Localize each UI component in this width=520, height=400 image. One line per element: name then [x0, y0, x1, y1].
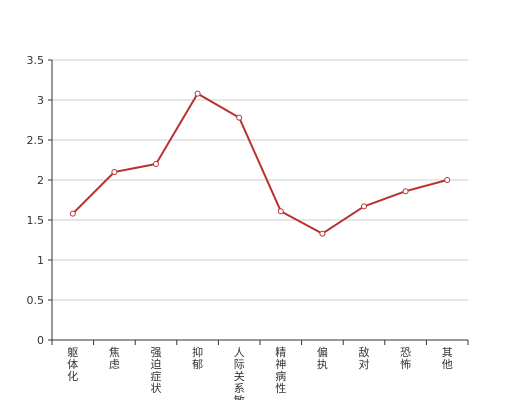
x-tick-label: 恐怖 [400, 346, 411, 371]
y-tick-label: 1 [37, 254, 44, 267]
data-point [69, 210, 76, 217]
x-tick-label: 焦虑 [109, 346, 120, 371]
data-point [111, 169, 118, 175]
data-point [361, 203, 367, 210]
data-point [319, 230, 326, 237]
y-tick-label: 2 [37, 174, 44, 187]
y-tick-label: 2.5 [27, 134, 45, 147]
series [69, 90, 451, 237]
data-point [153, 161, 159, 167]
y-grid [52, 59, 468, 301]
x-tick-label: 偏执 [317, 345, 328, 371]
x-tick-label: 人际关系敏感 [234, 346, 245, 400]
x-tick-label: 精神病性 [275, 346, 286, 395]
y-tick-label: 0.5 [27, 294, 45, 307]
y-tick-label: 1.5 [27, 214, 45, 227]
data-point [236, 114, 243, 121]
series-line [72, 92, 448, 235]
data-point [402, 188, 409, 195]
x-tick-label: 躯体化 [67, 346, 78, 383]
y-tick-label: 0 [37, 334, 44, 347]
y-tick-label: 3 [37, 94, 44, 107]
data-point [277, 208, 284, 215]
data-point [444, 177, 451, 183]
data-point [194, 90, 201, 97]
x-tick-label: 强迫症状 [151, 346, 162, 395]
x-axis: 躯体化 焦虑 强迫症状 抑郁 人际关系敏感 精神病性 偏执 敌对 恐怖 其他 [51, 339, 469, 400]
x-tick-label: 抑郁 [192, 345, 203, 371]
y-axis: 0 0.5 1 1.5 2 2.5 3 3.5 [27, 54, 53, 347]
x-tick-label: 敌对 [359, 345, 370, 371]
y-tick-label: 3.5 [27, 54, 45, 67]
x-tick-label: 其他 [442, 346, 453, 371]
